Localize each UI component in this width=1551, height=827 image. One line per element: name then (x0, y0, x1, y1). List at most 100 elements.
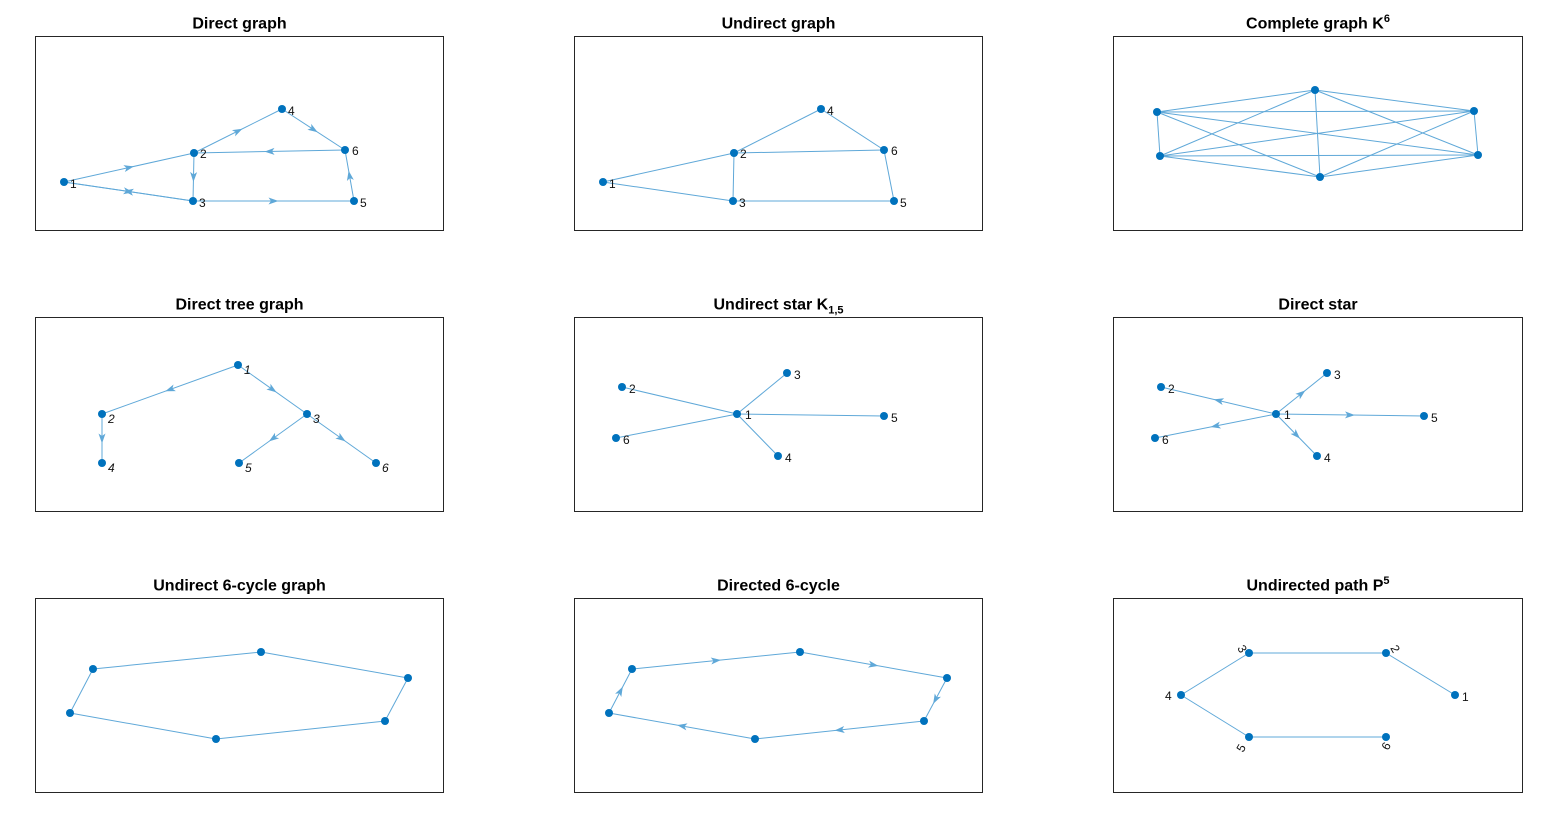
node (943, 674, 951, 682)
node (1313, 452, 1321, 460)
graph-direct-star: 1 2 3 4 5 6 (1151, 368, 1438, 465)
edge (92, 651, 262, 670)
edge-arrow (264, 147, 275, 155)
node (1382, 733, 1390, 741)
edge (602, 152, 735, 183)
node-label: 2 (740, 147, 747, 161)
node-label: 6 (1378, 739, 1394, 752)
node (783, 369, 791, 377)
edge (733, 108, 822, 154)
node (1245, 733, 1253, 741)
node (612, 434, 620, 442)
edge-arrow (346, 170, 354, 182)
node (212, 735, 220, 743)
edge-arrow (615, 686, 623, 698)
edge-arrow (867, 660, 879, 668)
node-label: 1 (244, 363, 251, 377)
edge-arrow (834, 725, 845, 733)
edge (621, 386, 738, 415)
edge (736, 372, 788, 415)
node (628, 665, 636, 673)
edge (260, 651, 409, 679)
edge-arrow (98, 433, 106, 444)
node (1474, 151, 1482, 159)
node (920, 717, 928, 725)
node-label: 4 (1165, 689, 1172, 703)
node-label: 4 (1324, 451, 1331, 465)
node (350, 197, 358, 205)
node-label: 3 (199, 196, 206, 210)
axes-box (574, 36, 983, 231)
edge (69, 712, 217, 740)
edge-arrow (1295, 390, 1306, 400)
graph-undirect-graph: 1 2 3 4 5 6 (599, 104, 907, 210)
title-superscript: 6 (1383, 13, 1390, 25)
node (381, 717, 389, 725)
edge-arrow (677, 723, 688, 731)
node (98, 410, 106, 418)
node (733, 410, 741, 418)
edge-arrow (190, 171, 198, 182)
node (235, 459, 243, 467)
node-label: 2 (107, 412, 115, 426)
edge-arrow (1344, 411, 1355, 419)
edge (1159, 89, 1316, 157)
panel-title: Undirect graph (574, 13, 983, 36)
node-label: 6 (1162, 433, 1169, 447)
panel-undirect-6-cycle: Undirect 6-cycle graph (35, 577, 444, 793)
node (796, 648, 804, 656)
edge (1156, 89, 1316, 113)
node (1151, 434, 1159, 442)
node (89, 665, 97, 673)
node (1153, 108, 1161, 116)
axes-box (574, 598, 983, 793)
graph-directed-6-cycle (605, 648, 951, 743)
graph-undirect-star: 1 2 3 4 5 6 (612, 368, 898, 465)
panel-title: Undirected path P5 (1113, 575, 1523, 598)
node (1272, 410, 1280, 418)
edge (615, 413, 738, 439)
node (189, 197, 197, 205)
node (599, 178, 607, 186)
node-label: 3 (1334, 368, 1341, 382)
node (404, 674, 412, 682)
node-label: 1 (70, 177, 77, 191)
edge (1314, 89, 1475, 112)
edge (1159, 110, 1475, 157)
title-text: Directed 6-cycle (717, 577, 840, 595)
axes-box (35, 598, 444, 793)
node-label: 5 (1233, 741, 1249, 754)
panel-title: Direct star (1113, 294, 1523, 317)
title-superscript: 5 (1383, 575, 1390, 587)
edge (1156, 110, 1475, 113)
node-label: 1 (1284, 408, 1291, 422)
node (618, 383, 626, 391)
node (817, 105, 825, 113)
node-label: 3 (313, 412, 320, 426)
node-label: 6 (623, 433, 630, 447)
edge-arrow (335, 432, 346, 442)
node (372, 459, 380, 467)
node-label: 4 (785, 451, 792, 465)
node (774, 452, 782, 460)
edge-arrow (933, 693, 941, 704)
node (66, 709, 74, 717)
title-subscript: 1,5 (828, 304, 844, 317)
edge-arrow (268, 432, 280, 442)
node-label: 5 (891, 411, 898, 425)
node (98, 459, 106, 467)
edge (1159, 155, 1321, 178)
node (1157, 383, 1165, 391)
node (1316, 173, 1324, 181)
edge-arrow (123, 188, 134, 196)
node-label: 4 (108, 461, 115, 475)
node (605, 709, 613, 717)
edge (1319, 154, 1479, 178)
node-label: 2 (1168, 382, 1175, 396)
title-text: Undirect graph (721, 15, 836, 33)
node (890, 197, 898, 205)
node (1323, 369, 1331, 377)
graph-direct-graph: 1 2 3 4 5 6 (60, 104, 367, 210)
